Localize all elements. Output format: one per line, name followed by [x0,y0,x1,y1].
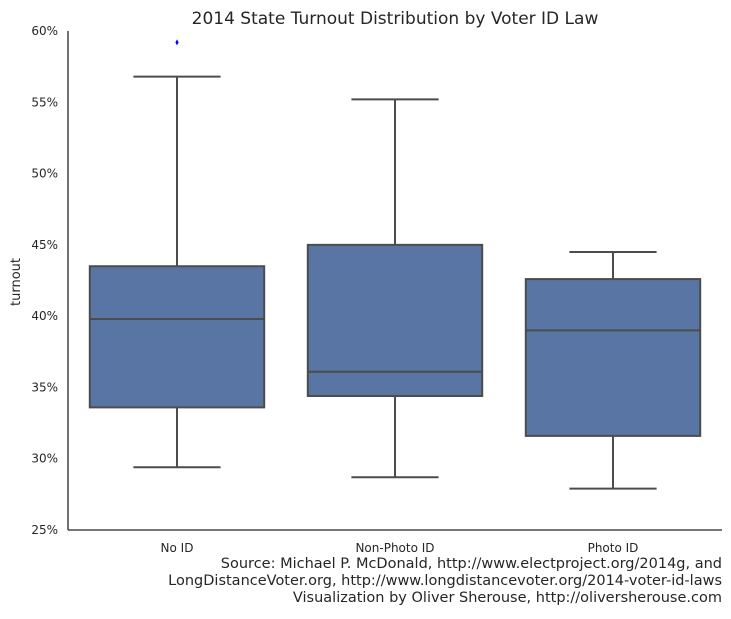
y-tick-label: 55% [31,95,58,109]
source-line-1: Source: Michael P. McDonald, http://www.… [220,556,722,572]
chart-title: 2014 State Turnout Distribution by Voter… [192,9,599,29]
y-tick-label: 25% [31,523,58,537]
source-caption: Source: Michael P. McDonald, http://www.… [2,556,722,607]
x-tick-label: Photo ID [588,541,639,555]
y-tick-label: 40% [31,309,58,323]
box-non-photo-id [306,243,484,397]
y-tick-label: 50% [31,167,58,181]
x-tick-label: Non-Photo ID [355,541,434,555]
y-tick-label: 60% [31,24,58,38]
outlier-point [175,39,179,46]
y-tick-label: 45% [31,238,58,252]
y-tick-labels: 25% 30% 35% 40% 45% 50% 55% 60% [31,24,58,537]
y-axis-label: turnout [9,258,24,306]
source-line-2: LongDistanceVoter.org, http://www.longdi… [168,573,722,589]
source-line-3: Visualization by Oliver Sherouse, http:/… [292,590,722,606]
boxes [88,39,702,490]
x-tick-label: No ID [161,541,194,555]
y-tick-label: 30% [31,452,58,466]
x-tick-labels: No ID Non-Photo ID Photo ID [161,541,639,555]
y-tick-label: 35% [31,380,58,394]
box-photo-id [524,278,702,437]
box-no-id [88,265,266,409]
